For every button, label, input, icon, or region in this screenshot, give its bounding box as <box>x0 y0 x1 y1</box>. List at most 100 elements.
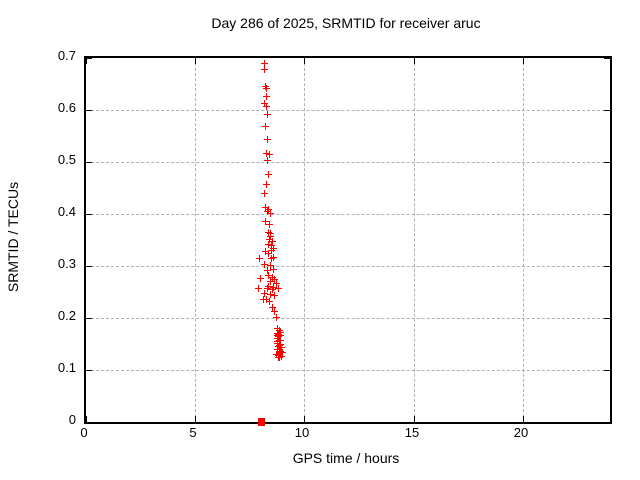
y-tick-label: 0.5 <box>57 152 76 167</box>
data-point-marker <box>276 342 283 349</box>
data-point-marker <box>267 291 274 298</box>
x-tick-mark <box>86 416 87 422</box>
data-point-marker <box>274 346 281 353</box>
x-tick-label: 0 <box>80 425 88 440</box>
data-point-marker <box>261 261 268 268</box>
y-gridline <box>86 214 610 215</box>
y-tick-mark <box>86 266 92 267</box>
data-point-marker <box>265 206 272 213</box>
data-point-marker <box>262 123 269 130</box>
y-gridline <box>86 110 610 111</box>
x-tick-mark <box>304 416 305 422</box>
x-tick-label: 10 <box>294 425 310 440</box>
x-tick-mark <box>414 416 415 422</box>
data-point-layer <box>86 58 610 426</box>
y-tick-mark <box>604 162 610 163</box>
x-tick-mark <box>195 58 196 64</box>
y-gridline <box>86 318 610 319</box>
data-point-marker <box>274 332 281 339</box>
data-point-marker <box>270 266 277 273</box>
y-tick-mark <box>604 370 610 371</box>
data-point-marker <box>265 229 272 236</box>
y-tick-mark <box>86 58 92 59</box>
y-axis-label: SRMTID / TECUs <box>5 181 21 293</box>
y-tick-mark <box>604 110 610 111</box>
data-point-marker <box>269 286 276 293</box>
data-point-marker <box>267 210 274 217</box>
data-point-marker <box>268 242 275 249</box>
data-point-marker <box>276 350 283 357</box>
data-point-marker <box>275 285 282 292</box>
y-tick-label: 0.4 <box>57 204 76 219</box>
data-point-marker <box>269 238 276 245</box>
data-point-marker <box>264 285 271 292</box>
data-point-marker <box>274 325 281 332</box>
x-tick-mark <box>523 416 524 422</box>
x-axis-label: GPS time / hours <box>292 450 400 466</box>
gridline-layer <box>86 58 610 422</box>
data-point-marker <box>265 241 272 248</box>
data-point-marker <box>274 335 281 342</box>
y-tick-mark <box>86 422 92 423</box>
data-point-marker <box>263 181 270 188</box>
x-tick-mark <box>414 58 415 64</box>
y-tick-mark <box>604 422 610 423</box>
y-tick-mark <box>86 214 92 215</box>
data-point-marker <box>263 85 270 92</box>
data-point-marker <box>273 314 280 321</box>
data-point-marker <box>279 349 286 356</box>
data-point-marker <box>261 60 268 67</box>
plot-area <box>84 56 612 426</box>
y-tick-mark <box>86 110 92 111</box>
data-point-marker <box>262 218 269 225</box>
data-point-marker <box>275 331 282 338</box>
data-point-marker <box>265 283 272 290</box>
data-point-marker <box>275 352 282 359</box>
data-point-marker <box>264 111 271 118</box>
data-point-marker <box>269 304 276 311</box>
data-point-marker <box>275 354 282 361</box>
data-point-marker <box>255 285 262 292</box>
tick-layer <box>86 58 610 423</box>
data-point-marker <box>271 276 278 283</box>
data-point-marker <box>273 351 280 358</box>
x-tick-label: 20 <box>513 425 529 440</box>
x-tick-label: 15 <box>404 425 420 440</box>
x-gridline <box>414 58 415 422</box>
data-point-marker <box>260 296 267 303</box>
data-point-marker <box>270 254 277 261</box>
chart-title: Day 286 of 2025, SRMTID for receiver aru… <box>211 15 481 31</box>
data-point-marker <box>276 354 283 361</box>
data-point-marker <box>265 171 272 178</box>
data-point-marker <box>271 292 278 299</box>
y-gridline <box>86 266 610 267</box>
y-tick-label: 0.3 <box>57 256 76 271</box>
x-tick-mark <box>86 58 87 64</box>
data-point-marker <box>257 275 264 282</box>
x-tick-label: 5 <box>189 425 197 440</box>
x-tick-mark <box>195 416 196 422</box>
data-point-marker <box>276 327 283 334</box>
data-point-marker <box>266 151 273 158</box>
y-tick-mark <box>86 318 92 319</box>
y-tick-label: 0.7 <box>57 48 76 63</box>
data-point-marker <box>256 255 263 262</box>
data-point-marker <box>277 337 284 344</box>
data-point-marker <box>265 272 272 279</box>
data-point-marker <box>277 329 284 336</box>
data-point-marker <box>266 236 273 243</box>
data-point-marker <box>267 233 274 240</box>
data-point-marker <box>261 190 268 197</box>
y-tick-label: 0.1 <box>57 360 76 375</box>
y-gridline <box>86 370 610 371</box>
y-tick-mark <box>604 214 610 215</box>
data-point-marker <box>267 262 274 269</box>
x-gridline <box>304 58 305 422</box>
data-point-marker <box>268 255 275 262</box>
data-point-marker <box>276 337 283 344</box>
x-gridline <box>523 58 524 422</box>
data-point-marker <box>263 150 270 157</box>
x-gridline <box>195 58 196 422</box>
data-point-marker <box>268 247 275 254</box>
x-tick-mark <box>304 58 305 64</box>
